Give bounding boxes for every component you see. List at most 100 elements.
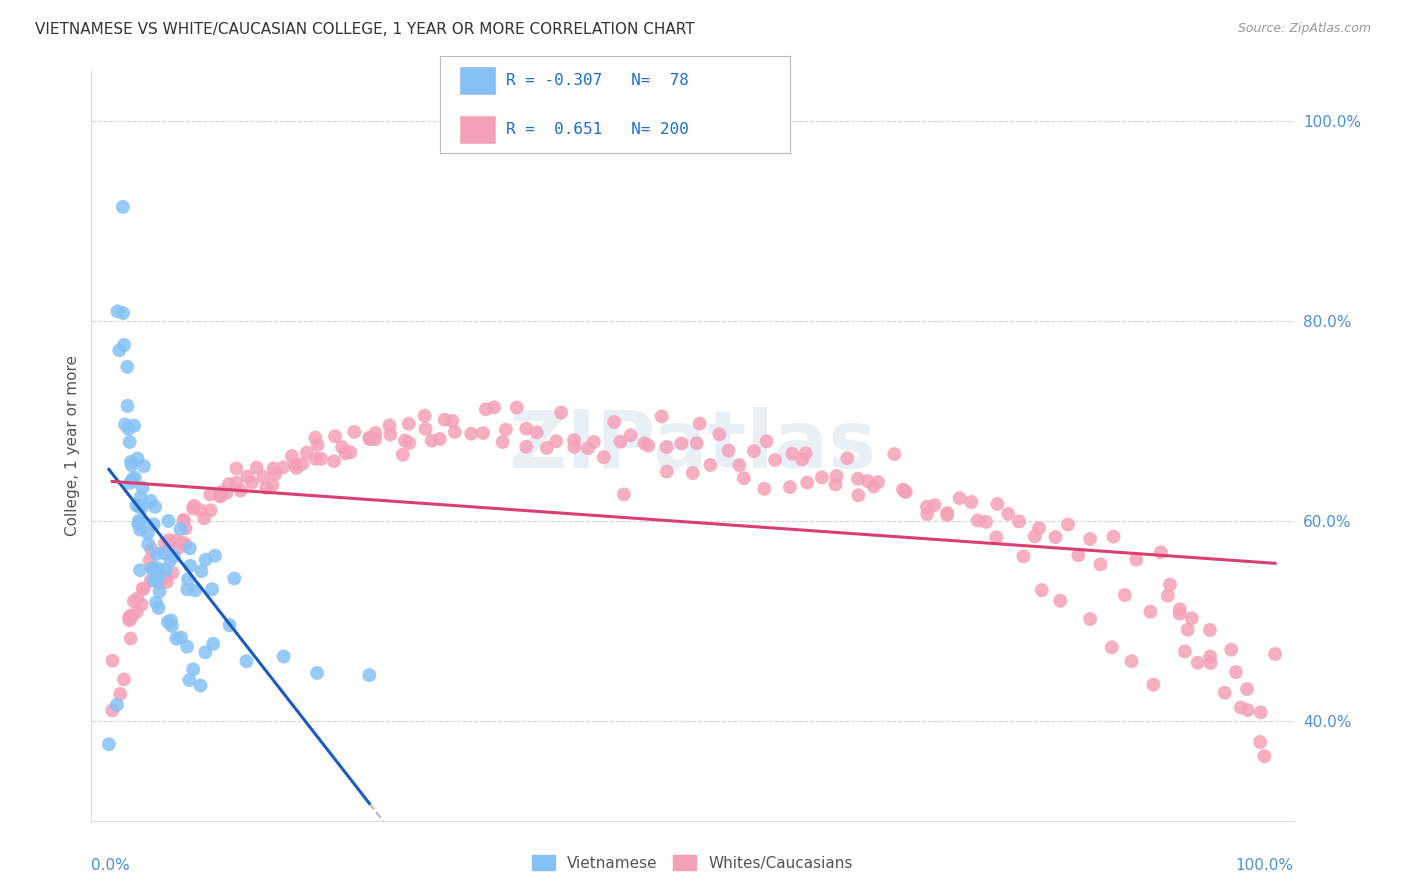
Point xyxy=(613,487,636,501)
Point xyxy=(172,535,194,549)
Point xyxy=(655,465,678,479)
Point xyxy=(291,457,314,471)
Point xyxy=(146,547,169,561)
Point xyxy=(163,533,186,548)
Point xyxy=(997,507,1019,521)
Point xyxy=(176,582,198,597)
Point xyxy=(391,448,413,462)
Point xyxy=(343,425,366,439)
Point xyxy=(986,530,1008,544)
Point xyxy=(132,459,155,474)
Point xyxy=(550,406,572,420)
Point xyxy=(157,514,180,528)
Text: 100.0%: 100.0% xyxy=(1236,858,1294,873)
Point xyxy=(117,399,139,413)
Point xyxy=(184,583,207,598)
Point xyxy=(495,423,517,437)
Point xyxy=(609,434,631,449)
Point xyxy=(141,561,163,575)
Point xyxy=(141,542,163,557)
Point xyxy=(1220,642,1243,657)
Point xyxy=(121,472,143,486)
Point xyxy=(562,440,585,454)
Point xyxy=(307,438,329,452)
Point xyxy=(173,513,195,527)
Point xyxy=(295,445,318,459)
Point xyxy=(936,508,959,522)
Point xyxy=(1078,532,1101,546)
Point xyxy=(441,414,464,428)
Point xyxy=(179,558,201,573)
Point xyxy=(1078,612,1101,626)
Point xyxy=(149,575,172,590)
Point xyxy=(208,488,231,502)
Point xyxy=(515,422,537,436)
Point xyxy=(142,563,165,577)
Point xyxy=(263,461,285,475)
Point xyxy=(1213,686,1236,700)
Point xyxy=(211,484,233,499)
Point xyxy=(1225,665,1247,679)
Point xyxy=(796,475,818,490)
Point xyxy=(359,431,381,445)
Point xyxy=(686,436,709,450)
Point xyxy=(1159,577,1181,591)
Point xyxy=(108,343,131,358)
Point xyxy=(682,466,704,480)
Point xyxy=(824,477,846,491)
Text: R = -0.307   N=  78: R = -0.307 N= 78 xyxy=(506,73,689,87)
Point xyxy=(121,609,143,624)
Point xyxy=(174,521,197,535)
Point xyxy=(271,460,294,475)
Point xyxy=(201,582,224,596)
Point xyxy=(131,598,153,612)
Point xyxy=(862,479,884,493)
Point xyxy=(181,662,204,676)
Point xyxy=(1049,594,1071,608)
Point xyxy=(193,511,215,525)
Point xyxy=(142,574,165,588)
Point xyxy=(1121,654,1143,668)
Point xyxy=(546,434,568,449)
Point xyxy=(420,434,443,448)
Point xyxy=(176,640,198,654)
Point xyxy=(782,447,804,461)
Point xyxy=(146,561,169,575)
Point xyxy=(709,427,731,442)
Point xyxy=(1142,678,1164,692)
Point xyxy=(576,441,599,455)
Point xyxy=(202,637,225,651)
Point xyxy=(433,413,456,427)
Point xyxy=(105,698,128,712)
Point xyxy=(262,478,284,492)
Point xyxy=(142,517,165,532)
Point xyxy=(118,611,141,625)
Point xyxy=(114,417,136,432)
Point xyxy=(97,737,120,751)
Point xyxy=(200,503,222,517)
Point xyxy=(974,515,997,529)
Point xyxy=(655,440,678,454)
Point xyxy=(1067,548,1090,562)
Point xyxy=(305,451,328,466)
Point xyxy=(254,481,277,495)
Point xyxy=(1008,515,1031,529)
Point xyxy=(742,444,765,458)
Point xyxy=(124,471,146,485)
Point xyxy=(181,501,204,516)
Point xyxy=(846,472,869,486)
Point xyxy=(1057,517,1080,532)
Point xyxy=(198,487,221,501)
Point xyxy=(111,200,134,214)
Point xyxy=(323,429,346,443)
Point xyxy=(924,498,946,512)
Point xyxy=(218,477,240,491)
Text: ZIPatlas: ZIPatlas xyxy=(509,407,876,485)
Point xyxy=(194,552,217,566)
Point xyxy=(121,458,143,472)
Point xyxy=(1236,681,1258,696)
Point xyxy=(190,679,212,693)
Point xyxy=(592,450,614,465)
Point xyxy=(1024,529,1046,543)
Point xyxy=(671,436,693,450)
